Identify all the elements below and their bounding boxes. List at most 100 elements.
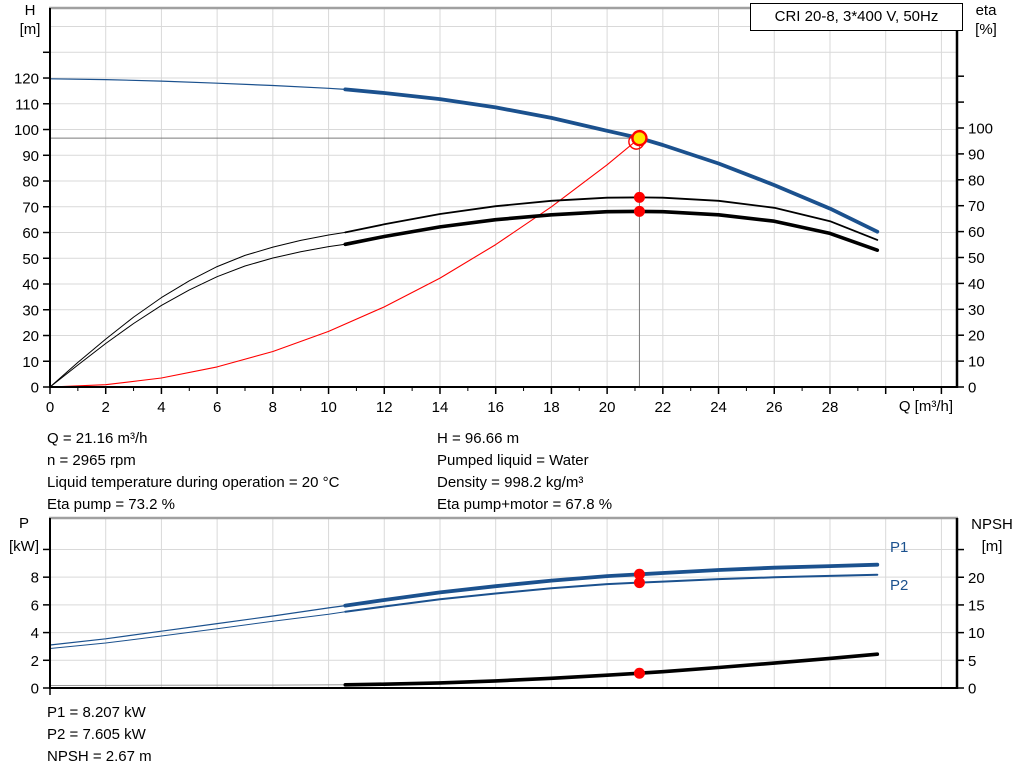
tick-label: 100 xyxy=(14,122,39,139)
duty-point-marker xyxy=(631,129,648,147)
tick-label: 110 xyxy=(15,96,39,113)
eta-axis-title: eta xyxy=(975,2,997,19)
tick-label: 0 xyxy=(968,681,976,698)
operating-point-dot xyxy=(633,667,645,679)
p2-series-label: P2 xyxy=(890,577,909,594)
axis-ticks: 0 2 4 6 8 10 12 14 16 18 20 22 24 26 28010203040506070… xyxy=(14,51,993,416)
tick-label: 18 xyxy=(543,399,560,416)
series-P1 xyxy=(49,604,346,646)
tick-label: 70 xyxy=(968,198,985,215)
p-axis-title: P xyxy=(18,515,29,532)
tick-label: 10 xyxy=(22,354,39,371)
top-chart: 0 2 4 6 8 10 12 14 16 18 20 22 24 26 28010203040506070… xyxy=(14,6,993,416)
tick-label: 40 xyxy=(22,277,39,294)
tick-label: 28 xyxy=(822,399,839,416)
tick-label: 6 xyxy=(31,597,39,614)
series-pump-curve-H xyxy=(49,78,346,91)
series-NPSH xyxy=(49,684,346,686)
tick-label: 22 xyxy=(654,399,671,416)
gridlines xyxy=(50,8,957,387)
tick-label: 4 xyxy=(157,399,165,416)
eta-axis-unit: [%] xyxy=(975,21,997,38)
tick-label: 0 xyxy=(46,399,54,416)
tick-label: 8 xyxy=(269,399,277,416)
info-npsh: NPSH = 2.67 m xyxy=(47,748,152,765)
tick-label: 0 xyxy=(968,380,976,397)
tick-label: 26 xyxy=(766,399,783,416)
gridlines xyxy=(50,518,957,688)
tick-label: 15 xyxy=(968,597,985,614)
info-p1: P1 = 8.207 kW xyxy=(47,704,146,721)
tick-label: 0 xyxy=(31,380,39,397)
tick-label: 14 xyxy=(432,399,449,416)
tick-label: 70 xyxy=(22,199,39,216)
tick-label: 120 xyxy=(14,71,39,88)
series-pump-curve-H xyxy=(343,87,880,234)
operating-point-dot xyxy=(633,205,645,217)
tick-label: 20 xyxy=(968,328,985,345)
tick-label: 2 xyxy=(102,399,110,416)
info-pumped-liquid: Pumped liquid = Water xyxy=(437,452,589,469)
tick-label: 60 xyxy=(22,225,39,242)
p-axis-unit: [kW] xyxy=(9,538,39,555)
tick-label: 80 xyxy=(968,172,985,189)
h-axis-unit: [m] xyxy=(19,21,41,38)
tick-label: 100 xyxy=(968,120,993,137)
tick-label: 50 xyxy=(968,250,985,267)
npsh-axis-unit: [m] xyxy=(981,538,1003,555)
tick-label: 30 xyxy=(968,302,985,319)
chart-frame xyxy=(49,6,959,388)
info-p2: P2 = 7.605 kW xyxy=(47,726,146,743)
info-eta-pump: Eta pump = 73.2 % xyxy=(47,496,175,513)
tick-label: 8 xyxy=(31,570,39,587)
tick-label: 6 xyxy=(213,399,221,416)
tick-label: 0 xyxy=(31,681,39,698)
operating-point-dot xyxy=(633,191,645,203)
tick-label: 5 xyxy=(968,653,976,670)
q-axis-title: Q [m³/h] xyxy=(898,398,953,415)
tick-label: 30 xyxy=(22,302,39,319)
tick-label: 20 xyxy=(599,399,616,416)
chart-frame xyxy=(49,516,959,689)
operating-point-dot xyxy=(633,577,645,589)
info-eta-pump-motor: Eta pump+motor = 67.8 % xyxy=(437,496,613,513)
tick-label: 2 xyxy=(31,653,39,670)
tick-label: 80 xyxy=(22,174,39,191)
tick-label: 90 xyxy=(968,146,985,163)
info-density: Density = 998.2 kg/m³ xyxy=(437,474,584,491)
tick-label: 24 xyxy=(710,399,727,416)
series-P2 xyxy=(344,573,879,613)
p1-series-label: P1 xyxy=(890,539,909,556)
info-h: H = 96.66 m xyxy=(437,430,520,447)
tick-label: 10 xyxy=(320,399,337,416)
series-eta-pump-motor xyxy=(49,243,346,388)
duty-crosshair xyxy=(50,137,640,387)
series-P2 xyxy=(49,611,346,649)
series-P1 xyxy=(343,562,880,608)
operating-point-dot xyxy=(633,568,645,580)
tick-label: 16 xyxy=(487,399,504,416)
tick-label: 20 xyxy=(968,570,985,587)
axis-ticks: 0 2 4 6 8 0 5 10 15 20 xyxy=(31,548,985,698)
pump-title-box: CRI 20-8, 3*400 V, 50Hz xyxy=(750,3,963,31)
tick-label: 50 xyxy=(22,251,39,268)
tick-label: 4 xyxy=(31,625,39,642)
tick-label: 12 xyxy=(376,399,393,416)
series-eta-pump-motor xyxy=(343,209,880,252)
info-q: Q = 21.16 m³/h xyxy=(47,430,148,447)
tick-label: 20 xyxy=(22,328,39,345)
tick-label: 90 xyxy=(22,148,39,165)
series-NPSH xyxy=(343,652,880,687)
tick-label: 60 xyxy=(968,224,985,241)
tick-label: 10 xyxy=(968,354,985,371)
series-eta-pump xyxy=(49,231,346,388)
info-liquid-temp: Liquid temperature during operation = 20… xyxy=(47,474,340,491)
series-eta-pump xyxy=(344,196,879,241)
tick-label: 10 xyxy=(968,625,985,642)
h-axis-title: H xyxy=(24,2,36,19)
tick-label: 40 xyxy=(968,276,985,293)
npsh-axis-title: NPSH xyxy=(971,516,1013,533)
bottom-chart: 0 2 4 6 8 0 5 10 15 20 xyxy=(31,516,985,698)
